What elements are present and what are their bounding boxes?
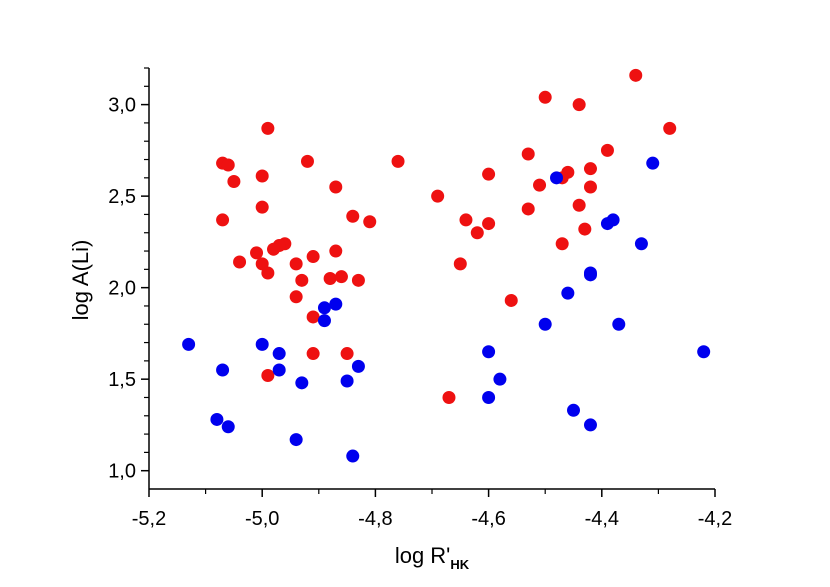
data-point — [182, 337, 196, 351]
data-point — [334, 270, 348, 284]
x-tick-label: -4,4 — [585, 508, 619, 530]
data-point — [261, 121, 275, 135]
data-point — [255, 337, 269, 351]
data-point — [583, 180, 597, 194]
data-point — [572, 198, 586, 212]
y-tick-label: 2,5 — [108, 186, 136, 208]
data-point — [561, 286, 575, 300]
data-point — [431, 189, 445, 203]
data-point — [323, 272, 337, 285]
data-point — [459, 213, 473, 227]
data-point — [612, 317, 626, 331]
data-point — [295, 376, 309, 390]
data-point — [216, 213, 230, 227]
data-point — [346, 449, 360, 463]
data-point — [550, 171, 564, 185]
data-point — [442, 390, 456, 404]
data-point — [267, 242, 281, 256]
data-point — [306, 310, 320, 324]
data-point — [261, 369, 275, 383]
x-tick-label: -5,2 — [132, 508, 166, 530]
y-tick-label: 3,0 — [108, 95, 136, 117]
data-point — [391, 154, 405, 168]
data-point — [482, 217, 496, 231]
data-point — [521, 147, 535, 161]
x-axis-title-main: log R' — [395, 543, 451, 568]
data-point — [600, 143, 614, 157]
data-point — [300, 154, 314, 168]
data-point — [227, 174, 241, 188]
data-point — [272, 363, 286, 377]
data-point — [216, 363, 230, 377]
data-point — [317, 301, 331, 315]
data-point — [255, 200, 269, 214]
data-point — [538, 317, 552, 331]
data-point — [578, 222, 592, 236]
data-point — [289, 433, 303, 447]
data-point — [697, 345, 711, 359]
data-point — [261, 266, 275, 280]
data-point — [351, 359, 365, 373]
data-point — [663, 121, 677, 135]
data-point — [572, 98, 586, 112]
data-point — [600, 217, 614, 231]
data-point — [567, 403, 580, 417]
data-point — [583, 418, 597, 432]
data-point — [340, 374, 354, 388]
x-axis-title: log R'HK — [395, 543, 470, 572]
data-point — [340, 347, 354, 361]
data-point — [329, 244, 343, 258]
data-points — [182, 68, 711, 463]
data-point — [521, 202, 535, 216]
data-point — [329, 180, 343, 194]
data-point — [482, 345, 496, 359]
data-point — [482, 167, 496, 181]
x-tick-label: -4,6 — [471, 508, 505, 530]
data-point — [555, 237, 569, 251]
data-point — [289, 257, 303, 271]
data-point — [583, 162, 597, 176]
data-point — [538, 90, 552, 104]
y-tick-label: 2,0 — [108, 278, 136, 300]
data-point — [295, 273, 309, 287]
data-point — [272, 347, 286, 361]
data-point — [482, 390, 496, 404]
data-point — [317, 314, 331, 328]
x-axis-title-subscript: HK — [450, 557, 469, 572]
y-tick-label: 1,0 — [108, 461, 136, 483]
data-point — [504, 293, 518, 307]
data-point — [533, 178, 547, 192]
data-point — [493, 372, 507, 386]
data-point — [346, 209, 360, 223]
data-point — [306, 250, 320, 264]
data-point — [221, 158, 235, 172]
data-point — [233, 255, 247, 269]
x-tick-label: -5,0 — [245, 508, 279, 530]
y-tick-label: 1,5 — [108, 369, 136, 391]
data-point — [210, 412, 224, 426]
data-point — [629, 68, 643, 82]
y-axis-title: log A(Li) — [68, 240, 93, 321]
data-point — [221, 420, 235, 434]
data-point — [646, 156, 660, 170]
data-point — [583, 268, 597, 282]
x-tick-label: -4,2 — [698, 508, 732, 530]
axes: -5,2 -5,0 -4,8 -4,6 -4,4 -4,2 1,0 1,5 2,0 2,5 3,0 — [108, 67, 732, 530]
data-point — [453, 257, 467, 271]
data-point — [363, 215, 377, 229]
data-point — [289, 290, 303, 304]
data-point — [634, 237, 648, 251]
data-point — [250, 246, 264, 260]
data-point — [255, 169, 269, 183]
data-point — [351, 273, 365, 287]
data-point — [329, 297, 343, 311]
x-tick-label: -4,8 — [358, 508, 392, 530]
data-point — [306, 347, 320, 361]
data-point — [470, 226, 484, 240]
